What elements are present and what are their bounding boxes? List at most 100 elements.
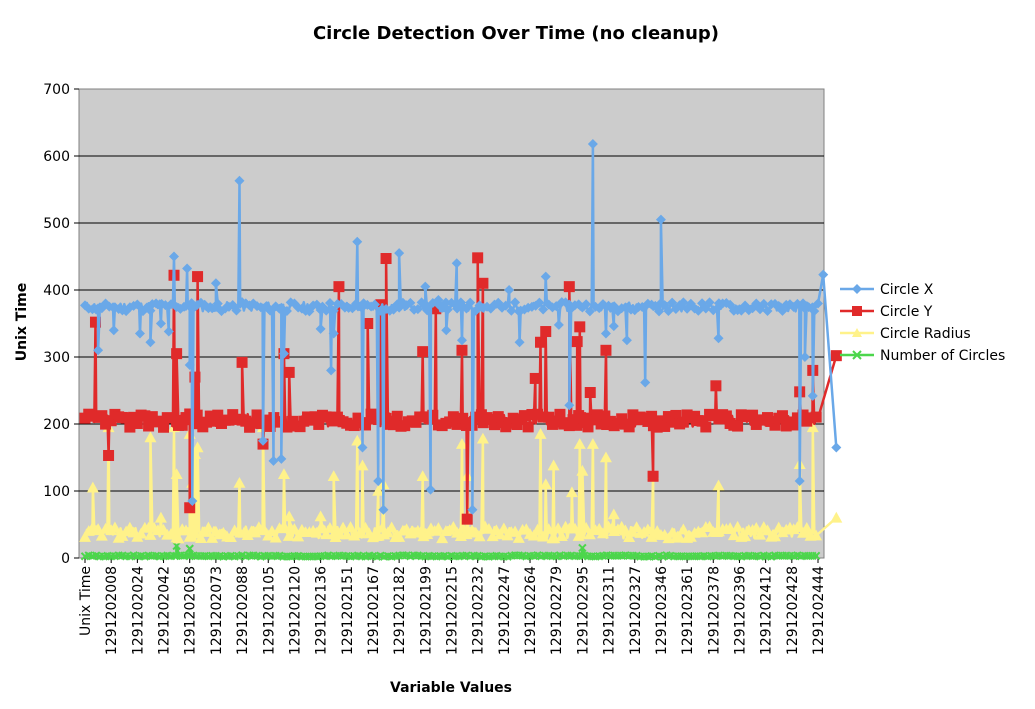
data-point bbox=[538, 304, 549, 315]
data-point bbox=[158, 421, 170, 433]
x-tick-label: 1291202378 bbox=[706, 566, 722, 655]
data-point bbox=[105, 415, 117, 427]
data-point bbox=[554, 408, 566, 420]
x-axis-ticks: Unix Time 1291202008 1291202024 1291202042 1… bbox=[78, 558, 827, 655]
data-point bbox=[727, 529, 740, 541]
data-point bbox=[563, 420, 575, 432]
data-point bbox=[359, 419, 371, 431]
data-point bbox=[507, 412, 519, 424]
data-point bbox=[131, 417, 143, 429]
data-point bbox=[456, 335, 467, 346]
data-point bbox=[494, 528, 507, 540]
data-point bbox=[451, 258, 462, 269]
data-point bbox=[96, 410, 108, 422]
data-point bbox=[344, 521, 357, 532]
x-tick-label: 1291202327 bbox=[628, 566, 644, 655]
data-point bbox=[202, 521, 215, 533]
legend-label: Circle Y bbox=[880, 304, 933, 320]
data-point bbox=[352, 236, 363, 247]
data-point bbox=[565, 486, 578, 498]
data-point bbox=[600, 328, 611, 339]
data-point bbox=[584, 387, 596, 399]
data-point bbox=[550, 415, 562, 427]
data-point bbox=[201, 416, 213, 428]
data-point bbox=[184, 502, 196, 514]
data-point bbox=[420, 281, 431, 292]
data-point bbox=[422, 305, 433, 316]
data-point bbox=[108, 325, 119, 336]
data-point bbox=[405, 297, 416, 308]
data-point bbox=[433, 295, 444, 306]
data-point bbox=[666, 416, 678, 428]
data-point bbox=[268, 455, 279, 466]
data-point bbox=[258, 435, 269, 446]
data-point bbox=[189, 371, 201, 383]
data-point bbox=[518, 410, 530, 422]
data-point bbox=[531, 523, 544, 535]
data-point bbox=[473, 530, 486, 542]
data-point bbox=[461, 513, 473, 525]
x-tick-label: 1291202428 bbox=[785, 566, 801, 655]
data-point bbox=[830, 511, 843, 523]
data-point bbox=[89, 316, 101, 328]
data-point bbox=[154, 511, 167, 523]
data-point bbox=[578, 543, 587, 553]
data-point bbox=[600, 344, 612, 356]
legend-marker bbox=[852, 306, 862, 316]
data-point bbox=[100, 418, 112, 430]
data-point bbox=[240, 415, 252, 427]
data-point bbox=[223, 414, 235, 426]
x-tick-label: 1291202042 bbox=[157, 566, 173, 655]
data-point bbox=[768, 530, 781, 542]
data-point bbox=[574, 321, 586, 333]
data-point bbox=[155, 318, 166, 329]
data-point bbox=[475, 409, 487, 421]
data-point bbox=[376, 521, 389, 533]
data-point bbox=[654, 306, 665, 317]
data-point bbox=[288, 523, 301, 534]
data-point bbox=[582, 421, 594, 433]
data-point bbox=[758, 298, 769, 309]
x-tick-label: 1291202444 bbox=[811, 566, 827, 655]
data-point bbox=[348, 420, 360, 432]
data-point bbox=[247, 417, 259, 429]
x-tick-label: 1291202361 bbox=[680, 566, 696, 655]
x-tick-label: 1291202264 bbox=[523, 566, 539, 655]
data-point bbox=[754, 528, 767, 540]
data-point bbox=[574, 528, 587, 539]
x-tick-label: 1291202412 bbox=[759, 566, 775, 655]
data-point bbox=[587, 138, 598, 149]
data-point bbox=[578, 412, 590, 424]
data-point bbox=[504, 285, 515, 295]
data-point bbox=[143, 420, 155, 432]
x-tick-label: 1291202008 bbox=[104, 566, 120, 655]
data-point bbox=[663, 306, 674, 317]
data-point bbox=[811, 551, 821, 561]
data-point bbox=[356, 459, 369, 471]
legend-label: Number of Circles bbox=[880, 348, 1005, 364]
data-point bbox=[506, 305, 517, 316]
data-point bbox=[477, 277, 489, 289]
data-point bbox=[378, 504, 389, 515]
x-tick-label: 1291202073 bbox=[209, 566, 225, 655]
data-point bbox=[412, 304, 423, 315]
x-tick-label: 1291202088 bbox=[235, 566, 251, 655]
data-point bbox=[427, 409, 439, 421]
data-point bbox=[281, 306, 292, 317]
y-tick-label: 500 bbox=[43, 216, 70, 232]
data-point bbox=[192, 271, 204, 283]
data-point bbox=[340, 528, 353, 540]
data-point bbox=[206, 532, 219, 543]
data-point bbox=[255, 418, 267, 430]
x-tick-label: 1291202215 bbox=[445, 566, 461, 655]
data-point bbox=[512, 532, 525, 543]
data-point bbox=[591, 409, 603, 421]
data-point bbox=[380, 253, 392, 265]
data-point bbox=[224, 531, 237, 543]
data-point bbox=[440, 297, 451, 308]
x-tick-label: 1291202024 bbox=[130, 566, 146, 655]
data-point bbox=[623, 421, 635, 433]
data-point bbox=[806, 421, 819, 433]
data-point bbox=[333, 528, 346, 540]
data-point bbox=[278, 348, 289, 359]
